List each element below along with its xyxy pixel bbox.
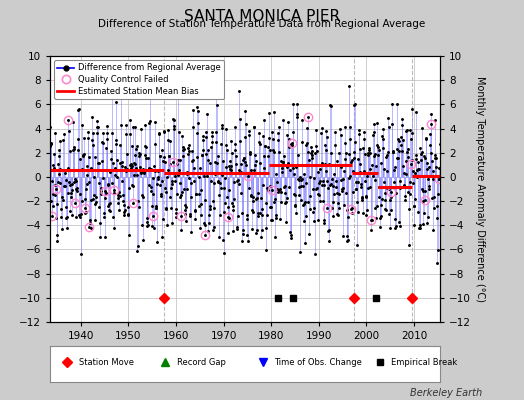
Legend: Difference from Regional Average, Quality Control Failed, Estimated Station Mean: Difference from Regional Average, Qualit… <box>54 60 224 99</box>
Y-axis label: Monthly Temperature Anomaly Difference (°C): Monthly Temperature Anomaly Difference (… <box>475 76 485 302</box>
Text: SANTA MONICA PIER: SANTA MONICA PIER <box>184 9 340 24</box>
Text: Time of Obs. Change: Time of Obs. Change <box>274 358 362 367</box>
Text: Station Move: Station Move <box>79 358 134 367</box>
Text: Record Gap: Record Gap <box>177 358 225 367</box>
Text: Empirical Break: Empirical Break <box>391 358 457 367</box>
Text: Berkeley Earth: Berkeley Earth <box>410 388 482 398</box>
Text: Difference of Station Temperature Data from Regional Average: Difference of Station Temperature Data f… <box>99 19 425 29</box>
